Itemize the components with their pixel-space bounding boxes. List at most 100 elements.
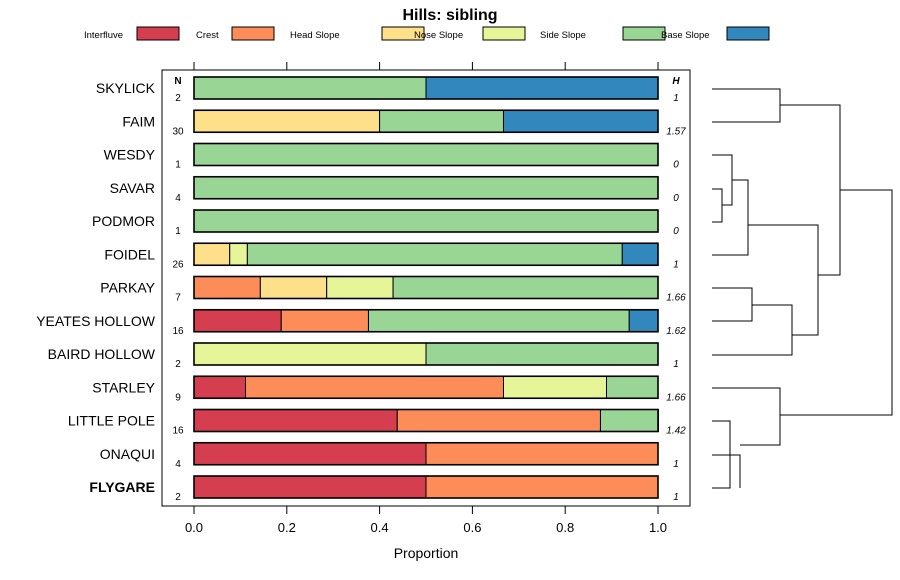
bar-row: LITTLE POLE 16 1.42 — [68, 408, 686, 437]
bar-outline — [193, 209, 659, 233]
h-value: 0 — [673, 160, 679, 171]
h-value: 1 — [673, 459, 679, 470]
row-label: ONAQUI — [100, 446, 155, 462]
bar-row: PARKAY 7 1.66 — [100, 275, 686, 304]
row-label: YEATES HOLLOW — [36, 313, 156, 329]
bar-outline — [193, 175, 659, 200]
bar-segment-interfluve — [193, 442, 427, 466]
bar-row: STARLEY 9 1.66 — [92, 375, 686, 403]
n-header: N — [174, 76, 181, 87]
row-label: SKYLICK — [96, 80, 156, 96]
bar-segment-base-slope — [628, 309, 659, 333]
bar-outline — [193, 109, 659, 134]
bar-segment-nose-slope — [502, 375, 607, 399]
bar-segment-interfluve — [193, 309, 282, 333]
n-value: 2 — [175, 359, 181, 370]
bar-rows: SKYLICK 2 1 FAIM 30 1.57 WESDY 1 0 SAVAR 4 0 PODMOR 1… — [36, 76, 686, 503]
h-value: 1 — [673, 259, 679, 270]
bar-outline — [193, 375, 659, 400]
legend-swatch — [482, 26, 526, 41]
bar-outline — [193, 441, 659, 466]
n-value: 4 — [175, 459, 181, 470]
bar-row: FLYGARE 2 1 — [89, 475, 679, 503]
row-label: PARKAY — [100, 280, 155, 296]
bar-segment-head-slope — [193, 109, 381, 133]
legend-label: Crest — [196, 30, 219, 41]
x-tick-label: 0.4 — [371, 520, 389, 535]
bar-segment-interfluve — [193, 375, 247, 399]
dendrogram-branch — [748, 224, 819, 336]
bar-segment-nose-slope — [326, 276, 394, 299]
x-axis-label: Proportion — [394, 545, 459, 561]
bar-segment-side-slope — [605, 375, 659, 399]
n-value: 16 — [172, 326, 184, 337]
bar-segment-interfluve — [193, 409, 398, 432]
chart-title: Hills: sibling — [402, 7, 497, 24]
dendrogram-branch — [712, 387, 781, 446]
bar-row: PODMOR 1 0 — [92, 209, 679, 237]
dendrogram-branch — [712, 287, 753, 322]
row-label: FAIM — [122, 113, 155, 129]
bar-segment-head-slope — [193, 242, 231, 266]
h-value: 1.62 — [666, 326, 686, 337]
bar-segment-side-slope — [193, 176, 659, 200]
legend: Interfluve Crest Head Slope Nose Slope Side … — [84, 26, 770, 41]
bar-segment-crest — [280, 309, 369, 333]
bar-row: ONAQUI 4 1 — [100, 441, 679, 470]
bar-row: YEATES HOLLOW 16 1.62 — [36, 308, 686, 337]
row-label: WESDY — [104, 147, 156, 163]
n-value: 26 — [172, 259, 184, 270]
bar-outline — [193, 408, 659, 433]
legend-swatch — [136, 26, 180, 41]
bar-row: FAIM 30 1.57 — [122, 109, 686, 137]
h-value: 1.42 — [666, 426, 686, 437]
dendrogram-branch — [712, 454, 741, 488]
bar-segment-side-slope — [599, 409, 659, 432]
bar-segment-side-slope — [392, 276, 659, 299]
h-value: 1 — [673, 93, 679, 104]
dendrogram-branch — [780, 189, 893, 416]
bar-segment-side-slope — [193, 209, 659, 233]
bar-segment-side-slope — [193, 143, 659, 166]
bar-row: SAVAR 4 0 — [110, 175, 679, 204]
bar-segment-side-slope — [193, 76, 427, 100]
legend-swatch — [726, 26, 770, 41]
x-axis: 0.0 0.2 0.4 0.6 0.8 1.0 — [185, 62, 667, 535]
legend-swatch — [622, 26, 666, 41]
bar-outline — [193, 76, 659, 100]
bar-row: FOIDEL 26 1 — [104, 242, 679, 270]
h-header: H — [672, 76, 680, 87]
bar-segment-crest — [193, 276, 261, 299]
bar-segment-crest — [425, 475, 659, 499]
bar-segment-crest — [425, 442, 659, 466]
bar-row: BAIRD HOLLOW 2 1 — [48, 342, 679, 370]
bar-segment-base-slope — [425, 76, 659, 100]
bar-segment-side-slope — [246, 242, 623, 266]
bar-segment-crest — [396, 409, 601, 432]
bar-outline — [193, 342, 659, 366]
bar-row: SKYLICK 2 1 — [96, 76, 679, 104]
n-value: 1 — [175, 160, 181, 171]
bar-outline — [193, 142, 659, 167]
n-value: 1 — [175, 226, 181, 237]
bar-segment-interfluve — [193, 475, 427, 499]
bar-segment-nose-slope — [193, 342, 427, 366]
legend-label: Head Slope — [290, 30, 340, 41]
dendrogram-branch — [712, 188, 723, 223]
h-value: 0 — [673, 193, 679, 204]
bar-segment-head-slope — [259, 276, 328, 299]
row-label: SAVAR — [110, 180, 155, 196]
x-tick-label: 0.0 — [185, 520, 203, 535]
n-value: 30 — [172, 126, 184, 137]
x-tick-label: 1.0 — [649, 520, 667, 535]
n-value: 9 — [175, 392, 181, 403]
legend-swatch — [381, 26, 425, 41]
h-value: 0 — [673, 226, 679, 237]
bar-segment-base-slope — [502, 109, 659, 133]
legend-label: Interfluve — [84, 30, 123, 41]
dendrogram-branch — [712, 88, 781, 123]
row-label: LITTLE POLE — [68, 413, 155, 429]
bar-outline — [193, 275, 659, 300]
h-value: 1 — [673, 359, 679, 370]
